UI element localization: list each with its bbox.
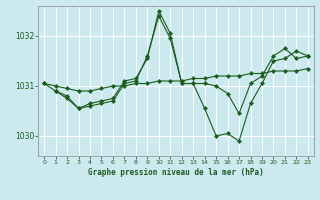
X-axis label: Graphe pression niveau de la mer (hPa): Graphe pression niveau de la mer (hPa) xyxy=(88,168,264,177)
